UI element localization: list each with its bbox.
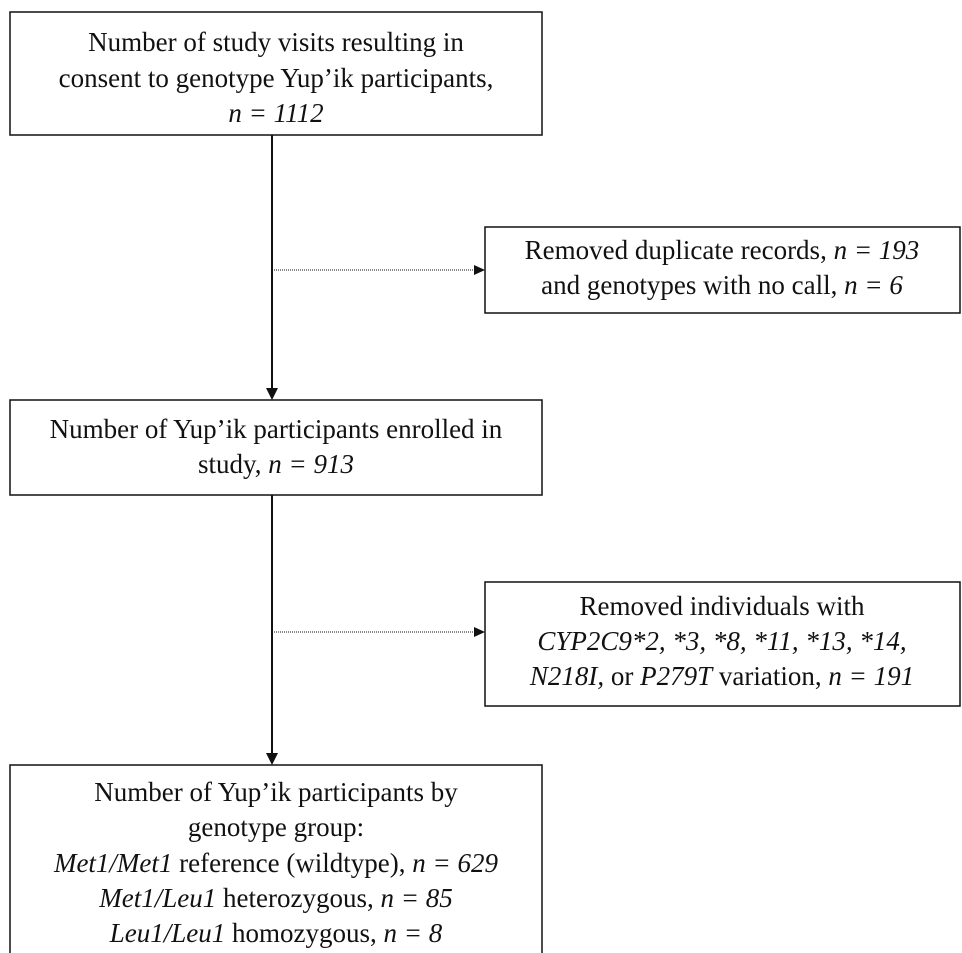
text-segment: n = 629 — [412, 848, 498, 878]
text-segment: Number of Yup’ik participants enrolled i… — [50, 414, 503, 444]
text-segment: n = 193 — [834, 235, 920, 265]
text-segment: variation, — [712, 661, 828, 691]
text-segment: genotype group: — [188, 812, 364, 842]
box — [484, 226, 961, 314]
node-text: Met1/Leu1 heterozygous, n = 85 — [98, 883, 452, 913]
node-text: Removed individuals with — [580, 591, 865, 621]
text-segment: reference (wildtype), — [172, 848, 412, 878]
node-text: Leu1/Leu1 homozygous, n = 8 — [109, 918, 443, 948]
text-segment: or — [604, 661, 640, 691]
text-segment: n = 6 — [844, 270, 903, 300]
text-segment: heterozygous, — [216, 883, 380, 913]
text-segment: Leu1/Leu1 — [109, 918, 226, 948]
node-text: Number of Yup’ik participants enrolled i… — [50, 414, 503, 444]
text-segment: consent to genotype Yup’ik participants, — [59, 63, 494, 93]
arrowhead — [266, 388, 278, 400]
node-text: CYP2C9*2, *3, *8, *11, *13, *14, — [537, 626, 906, 656]
text-segment: Number of study visits resulting in — [88, 27, 464, 57]
text-segment: n = 8 — [384, 918, 443, 948]
text-segment: CYP2C9*2, *3, *8, *11, *13, *14, — [537, 626, 906, 656]
text-segment: n = 85 — [380, 883, 452, 913]
text-segment: Number of Yup’ik participants by — [94, 777, 458, 807]
text-segment: Met1/Met1 — [53, 848, 172, 878]
node-text: Number of study visits resulting in — [88, 27, 464, 57]
box — [9, 11, 543, 136]
node-text: N218I, or P279T variation, n = 191 — [529, 661, 914, 691]
text-segment: and genotypes with no call, — [541, 270, 844, 300]
box — [484, 581, 961, 707]
text-segment: n = 913 — [268, 449, 354, 479]
node-text: study, n = 913 — [198, 449, 354, 479]
text-segment: Removed individuals with — [580, 591, 865, 621]
node-text: genotype group: — [188, 812, 364, 842]
text-segment: N218I, — [529, 661, 604, 691]
node-text: and genotypes with no call, n = 6 — [541, 270, 903, 300]
node-text: consent to genotype Yup’ik participants, — [59, 63, 494, 93]
text-segment: homozygous, — [225, 918, 383, 948]
text-segment: study, — [198, 449, 268, 479]
text-segment: Removed duplicate records, — [525, 235, 834, 265]
box — [9, 399, 543, 496]
arrowhead — [266, 753, 278, 765]
text-segment: n = 191 — [828, 661, 914, 691]
node-text: n = 1112 — [228, 98, 323, 128]
text-segment: P279T — [639, 661, 714, 691]
arrowhead — [474, 627, 485, 637]
box — [9, 764, 543, 953]
node-text: Number of Yup’ik participants by — [94, 777, 458, 807]
text-segment: n = 1112 — [228, 98, 323, 128]
arrowhead — [474, 265, 485, 275]
text-segment: Met1/Leu1 — [98, 883, 216, 913]
node-text: Removed duplicate records, n = 193 — [525, 235, 920, 265]
node-text: Met1/Met1 reference (wildtype), n = 629 — [53, 848, 499, 878]
